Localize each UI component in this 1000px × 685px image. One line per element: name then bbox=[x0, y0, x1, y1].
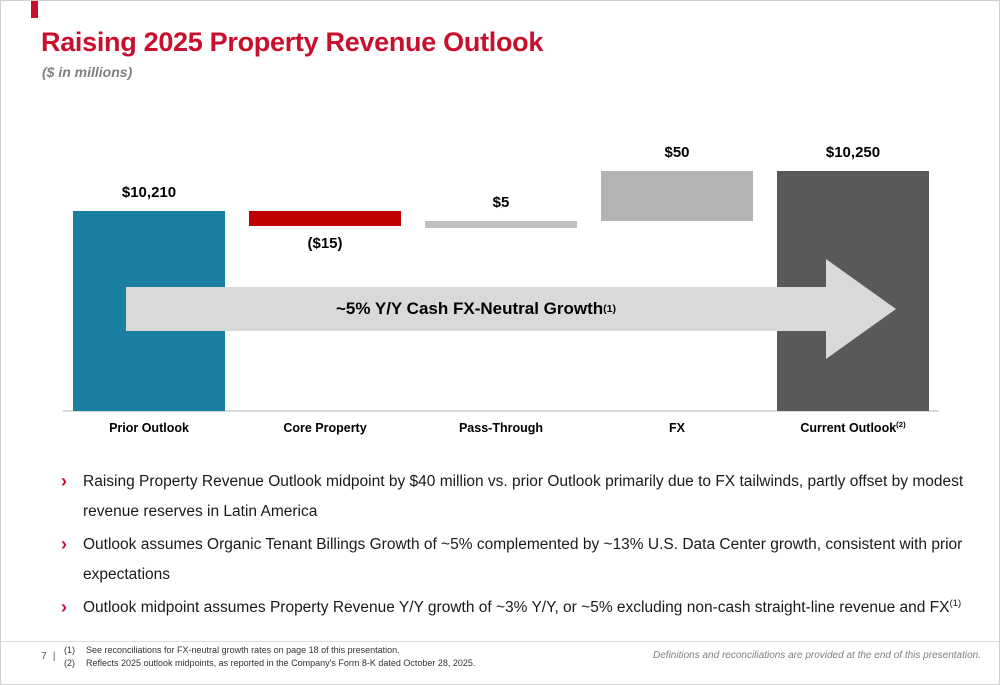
definitions-note: Definitions and reconciliations are prov… bbox=[653, 650, 981, 661]
bullet-item: › Outlook midpoint assumes Property Reve… bbox=[61, 593, 976, 623]
bullet-list: › Raising Property Revenue Outlook midpo… bbox=[61, 467, 976, 626]
bullet-chevron-icon: › bbox=[61, 597, 67, 617]
bar-value-label: $50 bbox=[664, 144, 690, 161]
bar-category-label: Prior Outlook bbox=[109, 421, 189, 435]
x-axis-line bbox=[63, 410, 939, 412]
page-title: Raising 2025 Property Revenue Outlook bbox=[41, 27, 544, 57]
footnote-text: Reflects 2025 outlook midpoints, as repo… bbox=[86, 657, 476, 668]
bullet-text: Outlook midpoint assumes Property Revenu… bbox=[83, 597, 962, 616]
bullet-text: Outlook assumes Organic Tenant Billings … bbox=[83, 536, 963, 583]
bullet-chevron-icon: › bbox=[61, 471, 67, 491]
bar-category-label: FX bbox=[669, 421, 685, 435]
bar-category-label: Core Property bbox=[283, 421, 367, 435]
bar-value-label: $10,250 bbox=[825, 144, 881, 161]
footnote-number: (2) bbox=[64, 657, 75, 668]
footnote: (1) See reconciliations for FX-neutral g… bbox=[64, 644, 475, 657]
bullet-item: › Raising Property Revenue Outlook midpo… bbox=[61, 467, 976, 527]
footnote-text: See reconciliations for FX-neutral growt… bbox=[86, 645, 400, 655]
footnote-number: (1) bbox=[64, 645, 75, 655]
bar-pass-through bbox=[425, 221, 577, 228]
bullet-item: › Outlook assumes Organic Tenant Billing… bbox=[61, 530, 976, 590]
bar-category-label: Current Outlook(2) bbox=[800, 419, 906, 435]
page-number-value: 7 bbox=[41, 650, 47, 662]
page-subtitle: ($ in millions) bbox=[42, 64, 133, 80]
corner-accent bbox=[31, 1, 38, 18]
bar-value-label: $10,210 bbox=[121, 184, 177, 201]
growth-arrow-label: ~5% Y/Y Cash FX-Neutral Growth (1) bbox=[335, 299, 617, 318]
page-number-separator: | bbox=[52, 650, 56, 662]
growth-arrow-text: ~5% Y/Y Cash FX-Neutral Growth bbox=[335, 299, 604, 318]
bar-fx bbox=[601, 171, 753, 221]
footnotes: (1) See reconciliations for FX-neutral g… bbox=[64, 644, 475, 669]
bullet-chevron-icon: › bbox=[61, 534, 67, 554]
growth-arrow bbox=[126, 259, 896, 359]
footer-divider bbox=[1, 641, 999, 642]
bullet-text: Raising Property Revenue Outlook midpoin… bbox=[83, 473, 964, 520]
bar-value-label: $5 bbox=[492, 194, 510, 211]
bar-category-label: Pass-Through bbox=[458, 421, 544, 435]
bar-value-label: ($15) bbox=[307, 235, 343, 252]
growth-arrow-shape bbox=[126, 259, 896, 359]
page-number: 7 | bbox=[41, 650, 55, 662]
footnote: (2) Reflects 2025 outlook midpoints, as … bbox=[64, 657, 475, 670]
bar-core-property bbox=[249, 211, 401, 226]
waterfall-chart: ~5% Y/Y Cash FX-Neutral Growth (1) $10,21… bbox=[61, 141, 941, 446]
